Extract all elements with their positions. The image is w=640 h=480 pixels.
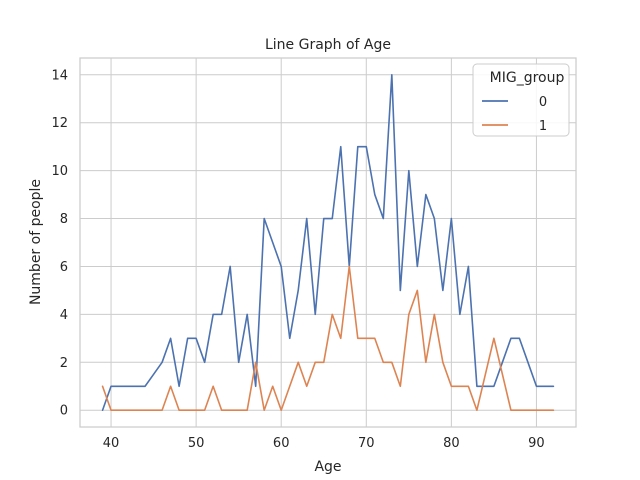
- x-tick-label: 80: [443, 436, 460, 451]
- y-tick-label: 8: [60, 212, 68, 227]
- x-tick-label: 40: [103, 436, 120, 451]
- y-tick-label: 10: [51, 164, 68, 179]
- y-tick-label: 12: [51, 116, 68, 131]
- x-tick-label: 60: [273, 436, 290, 451]
- x-axis-label: Age: [314, 459, 341, 475]
- y-axis-label: Number of people: [28, 179, 44, 305]
- y-tick-label: 4: [60, 308, 68, 323]
- x-tick-label: 90: [528, 436, 545, 451]
- series-layer: [101, 73, 555, 412]
- legend-label-0: 0: [539, 95, 547, 110]
- y-tick-label: 2: [60, 356, 68, 371]
- series-line-1: [101, 265, 555, 412]
- chart-title: Line Graph of Age: [265, 37, 391, 53]
- y-tick-label: 6: [60, 260, 68, 275]
- legend-entries: 01: [482, 95, 547, 134]
- legend-title: MIG_group: [490, 70, 565, 86]
- legend: MIG_group 01: [472, 63, 570, 137]
- y-tick-label: 0: [60, 404, 68, 419]
- x-tick-label: 70: [358, 436, 375, 451]
- legend-label-1: 1: [539, 119, 547, 134]
- x-tick-label: 50: [188, 436, 205, 451]
- legend-box: [472, 63, 570, 137]
- plot-frame: [79, 57, 577, 428]
- y-tick-label: 14: [51, 68, 68, 83]
- series-line-0: [101, 73, 555, 412]
